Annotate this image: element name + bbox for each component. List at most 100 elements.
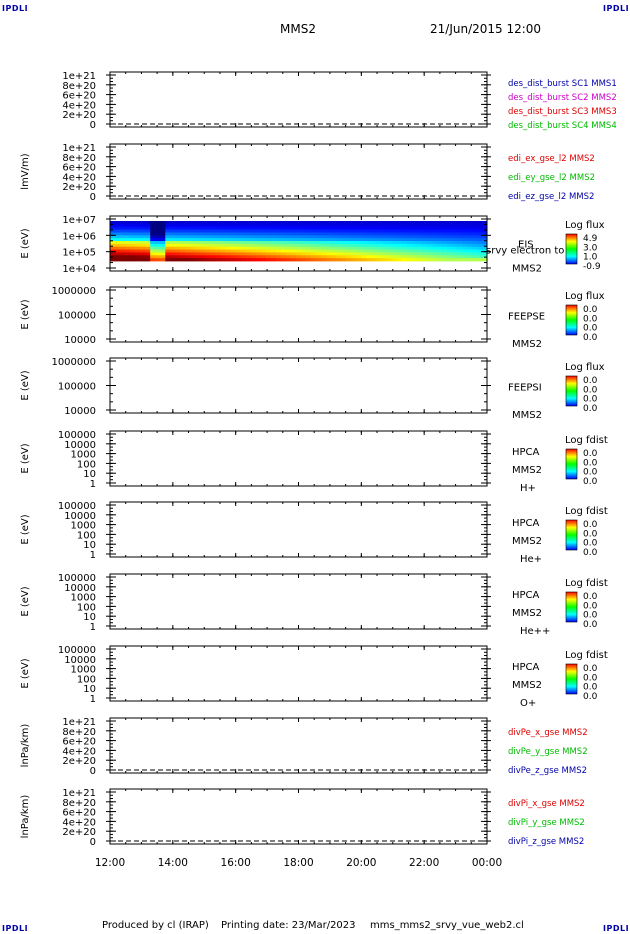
y-tick-label: 1000: [71, 665, 96, 676]
spectrogram-cell: [366, 229, 372, 233]
spectrogram-cell: [200, 238, 206, 242]
spectrogram-cell: [285, 252, 292, 256]
spectrogram-cell: [285, 235, 292, 239]
spectrogram-cell: [135, 249, 141, 253]
spectrogram-cell: [411, 249, 418, 253]
spectrogram-cell: [260, 229, 267, 233]
spectrogram-cell: [165, 258, 171, 262]
spectrogram-cell: [205, 243, 211, 248]
spectrogram-cell: [436, 229, 443, 233]
spectrogram-cell: [180, 232, 186, 236]
spectrogram-cell: [255, 229, 262, 233]
spectrogram-cell: [225, 235, 232, 239]
spectrogram-cell: [205, 241, 211, 245]
spectrogram-cell: [140, 221, 146, 225]
spectrogram-cell: [416, 229, 423, 233]
spectrogram-cell: [411, 241, 418, 245]
spectrogram-cell: [195, 235, 201, 239]
spectrogram-cell: [471, 221, 478, 225]
spectrogram-cell: [446, 238, 453, 242]
spectrogram-cell: [285, 229, 292, 233]
y-axis-label: E (eV): [20, 370, 31, 400]
spectrogram-cell: [336, 246, 342, 250]
spectrogram-cell: [376, 252, 382, 256]
y-tick-label: 1: [90, 622, 96, 633]
spectrogram-cell: [135, 258, 141, 262]
species-label: He+: [520, 554, 542, 565]
y-tick-label: 8e+20: [62, 153, 96, 164]
y-tick-label: 100000: [58, 573, 96, 584]
spectrogram-cell: [376, 241, 382, 245]
spectrogram-cell: [115, 241, 121, 245]
spectrogram-cell: [321, 229, 327, 233]
spectrogram-cell: [135, 235, 141, 239]
spectrogram-cell: [321, 258, 327, 262]
spectrogram-cell: [346, 235, 352, 239]
spectrogram-cell: [125, 232, 131, 236]
spectrogram-cell: [366, 226, 372, 230]
spectrogram-cell: [371, 221, 377, 225]
spectrogram-cell: [426, 235, 433, 239]
footer-produced-by: Produced by cl (IRAP): [102, 920, 209, 931]
spectrogram-cell: [341, 229, 347, 233]
y-tick-label: 10000: [64, 655, 96, 666]
spectrogram-cell: [175, 226, 181, 230]
spectrogram-cell: [170, 258, 176, 262]
panel-frame: [109, 71, 488, 128]
spectrogram-cell: [230, 252, 237, 256]
spectrogram-cell: [180, 226, 186, 230]
spectrogram-cell: [165, 255, 171, 259]
spectrogram-cell: [346, 223, 352, 228]
spectrogram-cell: [416, 221, 423, 225]
colorbar: [565, 233, 578, 265]
spectrogram-cell: [326, 221, 332, 225]
spectrogram-cell: [235, 226, 242, 230]
spectrogram-cell: [280, 223, 287, 228]
y-tick-label: 100: [77, 674, 96, 685]
spectrogram-cell: [230, 249, 237, 253]
spectrogram-cell: [125, 229, 131, 233]
spectrogram-cell: [431, 249, 438, 253]
spectrogram-cell: [165, 235, 171, 239]
spectrogram-cell: [265, 221, 272, 225]
spectrogram-cell: [230, 229, 237, 233]
y-axis-label: lmV/m): [20, 153, 31, 189]
spectrogram-cell: [245, 229, 252, 233]
spectrogram-cell: [125, 221, 131, 225]
spectrogram-cell: [366, 252, 372, 256]
spectrogram-cell: [376, 229, 382, 233]
spectrogram-cell: [316, 258, 322, 262]
spectrogram-cell: [421, 221, 428, 225]
spectrogram-cell: [245, 238, 252, 242]
spectrogram-cell: [270, 258, 277, 262]
spectrogram-cell: [190, 249, 196, 253]
spectrogram-cell: [371, 246, 377, 250]
spectrogram-cell: [160, 235, 166, 239]
spectrogram-cell: [406, 255, 412, 259]
spectrogram-cell: [371, 258, 377, 262]
colorbar-value: 0.0: [583, 539, 598, 549]
spectrogram-cell: [245, 226, 252, 230]
spectrogram-cell: [306, 243, 312, 248]
x-tick-label: 12:00: [95, 857, 125, 869]
spectrogram-cell: [235, 243, 242, 248]
spectrogram-cell: [295, 226, 302, 230]
spectrogram-cell: [200, 221, 206, 225]
spectrogram-cell: [150, 235, 156, 239]
spectrogram-cell: [135, 229, 141, 233]
spectrogram-cell: [280, 221, 287, 225]
spectrogram-cell: [401, 258, 407, 262]
spectrogram-cell: [140, 232, 146, 236]
spectrogram-cell: [461, 258, 468, 262]
spectrogram-cell: [250, 235, 257, 239]
spectrogram-cell: [215, 241, 221, 245]
spectrogram-cell: [356, 243, 362, 248]
spectrogram-cell: [205, 232, 211, 236]
spectrogram-cell: [476, 252, 483, 256]
spectrogram-cell: [225, 221, 232, 225]
spectrogram-cell: [295, 255, 302, 259]
spectrogram-cell: [371, 232, 377, 236]
spectrogram-cell: [406, 232, 412, 236]
spectrogram-cell: [110, 238, 116, 242]
y-tick-label: 0: [90, 192, 96, 203]
